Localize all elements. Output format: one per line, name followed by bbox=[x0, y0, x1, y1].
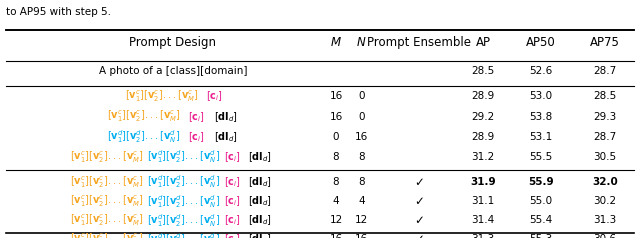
Text: 4: 4 bbox=[333, 196, 339, 206]
Text: to AP95 with step 5.: to AP95 with step 5. bbox=[6, 7, 111, 17]
Text: $M$: $M$ bbox=[330, 36, 342, 49]
Text: 30.6: 30.6 bbox=[593, 234, 616, 238]
Text: $[\mathbf{c}_i]$: $[\mathbf{c}_i]$ bbox=[206, 89, 223, 103]
Text: $[\mathbf{c}_i]$: $[\mathbf{c}_i]$ bbox=[188, 110, 205, 124]
Text: $[\mathbf{dl}_d]$: $[\mathbf{dl}_d]$ bbox=[248, 194, 272, 208]
Text: 55.4: 55.4 bbox=[529, 215, 552, 225]
Text: 55.0: 55.0 bbox=[529, 196, 552, 206]
Text: 55.3: 55.3 bbox=[529, 234, 552, 238]
Text: $[\mathbf{v}_1^d][\mathbf{v}_2^d]...[\mathbf{v}_N^d]$: $[\mathbf{v}_1^d][\mathbf{v}_2^d]...[\ma… bbox=[147, 193, 221, 209]
Text: 12: 12 bbox=[330, 215, 342, 225]
Text: AP50: AP50 bbox=[526, 36, 556, 49]
Text: $N$: $N$ bbox=[356, 36, 367, 49]
Text: 0: 0 bbox=[358, 112, 365, 122]
Text: 31.2: 31.2 bbox=[472, 152, 495, 162]
Text: 16: 16 bbox=[330, 112, 342, 122]
Text: $[\mathbf{dl}_d]$: $[\mathbf{dl}_d]$ bbox=[248, 213, 272, 227]
Text: 29.3: 29.3 bbox=[593, 112, 616, 122]
Text: ✓: ✓ bbox=[414, 195, 424, 208]
Text: $[\mathbf{v}_1^d][\mathbf{v}_2^d]...[\mathbf{v}_N^d]$: $[\mathbf{v}_1^d][\mathbf{v}_2^d]...[\ma… bbox=[147, 212, 221, 228]
Text: $[\mathbf{dl}_d]$: $[\mathbf{dl}_d]$ bbox=[248, 150, 272, 164]
Text: $[\mathbf{c}_i]$: $[\mathbf{c}_i]$ bbox=[188, 130, 205, 144]
Text: $[\mathbf{dl}_d]$: $[\mathbf{dl}_d]$ bbox=[248, 232, 272, 238]
Text: 16: 16 bbox=[355, 234, 368, 238]
Text: $[\mathbf{v}_1^c][\mathbf{v}_2^c]...[\mathbf{v}_M^c]$: $[\mathbf{v}_1^c][\mathbf{v}_2^c]...[\ma… bbox=[70, 232, 144, 238]
Text: 55.9: 55.9 bbox=[528, 177, 554, 187]
Text: $[\mathbf{c}_i]$: $[\mathbf{c}_i]$ bbox=[225, 175, 241, 189]
Text: 28.9: 28.9 bbox=[472, 91, 495, 101]
Text: 53.8: 53.8 bbox=[529, 112, 552, 122]
Text: 16: 16 bbox=[330, 234, 342, 238]
Text: $[\mathbf{v}_1^d][\mathbf{v}_2^d]...[\mathbf{v}_N^d]$: $[\mathbf{v}_1^d][\mathbf{v}_2^d]...[\ma… bbox=[147, 174, 221, 190]
Text: 0: 0 bbox=[358, 91, 365, 101]
Text: 31.3: 31.3 bbox=[472, 234, 495, 238]
Text: $[\mathbf{c}_i]$: $[\mathbf{c}_i]$ bbox=[225, 213, 241, 227]
Text: 31.1: 31.1 bbox=[472, 196, 495, 206]
Text: 28.5: 28.5 bbox=[472, 66, 495, 76]
Text: 28.9: 28.9 bbox=[472, 132, 495, 142]
Text: ✓: ✓ bbox=[414, 233, 424, 238]
Text: $[\mathbf{v}_1^c][\mathbf{v}_2^c]...[\mathbf{v}_M^c]$: $[\mathbf{v}_1^c][\mathbf{v}_2^c]...[\ma… bbox=[70, 174, 144, 190]
Text: ✓: ✓ bbox=[414, 214, 424, 227]
Text: 29.2: 29.2 bbox=[472, 112, 495, 122]
Text: $[\mathbf{v}_1^c][\mathbf{v}_2^c]...[\mathbf{v}_M^c]$: $[\mathbf{v}_1^c][\mathbf{v}_2^c]...[\ma… bbox=[70, 149, 144, 165]
Text: $[\mathbf{dl}_d]$: $[\mathbf{dl}_d]$ bbox=[214, 130, 237, 144]
Text: 28.7: 28.7 bbox=[593, 132, 616, 142]
Text: 8: 8 bbox=[358, 152, 365, 162]
Text: $[\mathbf{v}_1^c][\mathbf{v}_2^c]...[\mathbf{v}_M^c]$: $[\mathbf{v}_1^c][\mathbf{v}_2^c]...[\ma… bbox=[107, 109, 181, 124]
Text: A photo of a [class][domain]: A photo of a [class][domain] bbox=[99, 66, 247, 76]
Text: 31.9: 31.9 bbox=[470, 177, 496, 187]
Text: 32.0: 32.0 bbox=[592, 177, 618, 187]
Text: Prompt Ensemble: Prompt Ensemble bbox=[367, 36, 471, 49]
Text: $[\mathbf{dl}_d]$: $[\mathbf{dl}_d]$ bbox=[248, 175, 272, 189]
Text: 16: 16 bbox=[330, 91, 342, 101]
Text: 8: 8 bbox=[333, 152, 339, 162]
Text: AP75: AP75 bbox=[590, 36, 620, 49]
Text: 31.3: 31.3 bbox=[593, 215, 616, 225]
Text: 0: 0 bbox=[333, 132, 339, 142]
Text: 16: 16 bbox=[355, 132, 368, 142]
Text: 31.4: 31.4 bbox=[472, 215, 495, 225]
Text: AP: AP bbox=[476, 36, 491, 49]
Text: 28.5: 28.5 bbox=[593, 91, 616, 101]
Text: 30.5: 30.5 bbox=[593, 152, 616, 162]
Text: $[\mathbf{v}_1^d][\mathbf{v}_2^d]...[\mathbf{v}_N^d]$: $[\mathbf{v}_1^d][\mathbf{v}_2^d]...[\ma… bbox=[147, 231, 221, 238]
Text: $[\mathbf{v}_1^c][\mathbf{v}_2^c]...[\mathbf{v}_M^c]$: $[\mathbf{v}_1^c][\mathbf{v}_2^c]...[\ma… bbox=[125, 89, 198, 104]
Text: $[\mathbf{c}_i]$: $[\mathbf{c}_i]$ bbox=[225, 150, 241, 164]
Text: 52.6: 52.6 bbox=[529, 66, 552, 76]
Text: 28.7: 28.7 bbox=[593, 66, 616, 76]
Text: $[\mathbf{v}_1^d][\mathbf{v}_2^d]...[\mathbf{v}_N^d]$: $[\mathbf{v}_1^d][\mathbf{v}_2^d]...[\ma… bbox=[108, 129, 180, 145]
Text: 4: 4 bbox=[358, 196, 365, 206]
Text: ✓: ✓ bbox=[414, 176, 424, 188]
Text: Prompt Design: Prompt Design bbox=[129, 36, 216, 49]
Text: $[\mathbf{v}_1^d][\mathbf{v}_2^d]...[\mathbf{v}_N^d]$: $[\mathbf{v}_1^d][\mathbf{v}_2^d]...[\ma… bbox=[147, 149, 221, 165]
Text: 8: 8 bbox=[358, 177, 365, 187]
Text: 53.1: 53.1 bbox=[529, 132, 552, 142]
Text: $[\mathbf{dl}_d]$: $[\mathbf{dl}_d]$ bbox=[214, 110, 237, 124]
Text: 53.0: 53.0 bbox=[529, 91, 552, 101]
Text: 30.2: 30.2 bbox=[593, 196, 616, 206]
Text: $[\mathbf{v}_1^c][\mathbf{v}_2^c]...[\mathbf{v}_M^c]$: $[\mathbf{v}_1^c][\mathbf{v}_2^c]...[\ma… bbox=[70, 213, 144, 228]
Text: 8: 8 bbox=[333, 177, 339, 187]
Text: $[\mathbf{c}_i]$: $[\mathbf{c}_i]$ bbox=[225, 232, 241, 238]
Text: 55.5: 55.5 bbox=[529, 152, 552, 162]
Text: 12: 12 bbox=[355, 215, 368, 225]
Text: $[\mathbf{c}_i]$: $[\mathbf{c}_i]$ bbox=[225, 194, 241, 208]
Text: $[\mathbf{v}_1^c][\mathbf{v}_2^c]...[\mathbf{v}_M^c]$: $[\mathbf{v}_1^c][\mathbf{v}_2^c]...[\ma… bbox=[70, 193, 144, 209]
